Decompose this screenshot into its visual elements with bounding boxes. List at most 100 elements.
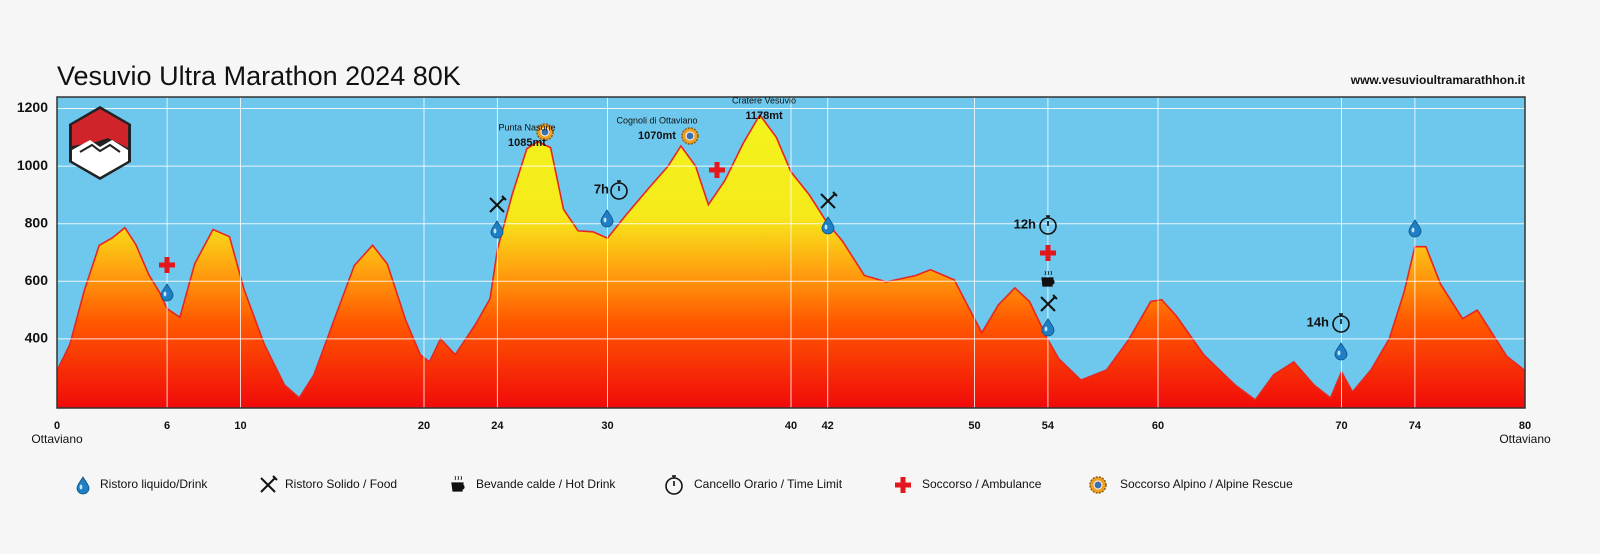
hotdrink-icon	[451, 475, 465, 492]
ambulance-icon	[895, 477, 911, 493]
drop-icon	[821, 216, 835, 235]
plus-shape	[1040, 245, 1056, 261]
food-icon	[489, 195, 507, 213]
annotation-name: Cognoli di Ottaviano	[616, 115, 697, 125]
drop-shine	[824, 224, 828, 230]
steam	[1044, 270, 1052, 276]
drop-shine	[1044, 326, 1048, 332]
ambulance-icon	[709, 162, 725, 178]
rescue-icon	[681, 127, 699, 145]
ambulance-icon	[1040, 245, 1056, 261]
rescue-icon	[1089, 476, 1107, 494]
x-tick-label: 30	[601, 420, 613, 432]
food-icon	[260, 475, 278, 493]
drop-icon	[1408, 219, 1422, 238]
x-tick-label: 40	[785, 420, 797, 432]
drop-icon	[600, 209, 614, 228]
legend-label: Soccorso Alpino / Alpine Rescue	[1120, 477, 1293, 491]
watch-hand	[1046, 215, 1050, 226]
drop-shape	[76, 476, 90, 495]
drop-shine	[1337, 350, 1341, 356]
x-tick-label: 24	[491, 420, 504, 432]
x-tick-label: 42	[822, 420, 834, 432]
food-icon	[820, 191, 838, 209]
x-tick-label: 70	[1335, 420, 1347, 432]
food-shape	[820, 191, 838, 209]
website: www.vesuvioultramarathhon.it	[1350, 73, 1525, 87]
drop-shape	[600, 209, 614, 228]
annotation-elevation: 1085mt	[508, 137, 546, 149]
x-tick-label: 6	[164, 420, 170, 432]
cup-shape	[1041, 277, 1055, 287]
y-tick-label: 1000	[17, 157, 48, 173]
gear-inner	[685, 131, 695, 141]
steam	[454, 475, 462, 481]
legend-label: Soccorso / Ambulance	[922, 477, 1042, 491]
title: Vesuvio Ultra Marathon 2024 80K	[57, 61, 461, 91]
plus-shape	[159, 257, 175, 273]
plus-shape	[895, 477, 911, 493]
watch-hand	[672, 475, 676, 486]
x-tick-label: 80	[1519, 420, 1531, 432]
drop-shine	[163, 291, 167, 297]
drop-shine	[1411, 227, 1415, 233]
legend-label: Bevande calde / Hot Drink	[476, 477, 616, 491]
annotation-elevation: 1070mt	[638, 130, 676, 142]
drop-shape	[1334, 342, 1348, 361]
drop-shape	[490, 220, 504, 239]
x-tick-label: 10	[234, 420, 246, 432]
annotation-name: Cratere Vesuvio	[732, 95, 796, 105]
food-shape	[489, 195, 507, 213]
legend-label: Ristoro liquido/Drink	[100, 477, 208, 491]
drop-shape	[821, 216, 835, 235]
timelimit-icon	[665, 475, 683, 495]
drop-icon	[160, 283, 174, 302]
timelimit-icon	[1039, 215, 1057, 235]
cup-shape	[451, 482, 465, 492]
plot-border	[56, 96, 1526, 409]
gear-inner	[540, 127, 550, 137]
drop-icon	[1041, 318, 1055, 337]
y-tick-label: 800	[25, 214, 49, 230]
drop-shine	[79, 484, 83, 490]
legend-label: Ristoro Solido / Food	[285, 477, 397, 491]
y-tick-label: 600	[25, 272, 49, 288]
watch-hand	[1339, 313, 1343, 324]
timelimit-icon	[1332, 313, 1350, 333]
drop-shape	[1041, 318, 1055, 337]
food-icon	[1040, 294, 1058, 312]
time-limit-label: 12h	[1014, 216, 1036, 231]
x-tick-label: 20	[418, 420, 430, 432]
annotation-elevation: 1178mt	[745, 110, 783, 122]
plus-shape	[709, 162, 725, 178]
food-shape	[260, 475, 278, 493]
rescue-icon	[536, 123, 554, 141]
time-limit-label: 7h	[594, 181, 609, 196]
drop-shine	[603, 217, 607, 223]
drop-shape	[1408, 219, 1422, 238]
gear-inner	[1093, 480, 1103, 490]
watch-hand	[617, 180, 621, 191]
drop-shine	[493, 228, 497, 234]
y-tick-label: 400	[25, 330, 49, 346]
x-end-label: Ottaviano	[1499, 432, 1551, 446]
drop-icon	[1334, 342, 1348, 361]
drop-icon	[76, 476, 90, 495]
logo	[69, 106, 131, 180]
time-limit-label: 14h	[1307, 314, 1329, 329]
elevation-line	[56, 113, 1526, 402]
legend-label: Cancello Orario / Time Limit	[694, 477, 843, 491]
drop-icon	[490, 220, 504, 239]
y-tick-label: 1200	[17, 99, 48, 115]
x-tick-label: 60	[1152, 420, 1164, 432]
ambulance-icon	[159, 257, 175, 273]
x-tick-label: 74	[1409, 420, 1422, 432]
food-shape	[1040, 294, 1058, 312]
x-tick-label: 0	[54, 420, 60, 432]
annotation-name: Punta Nasone	[498, 122, 555, 132]
x-tick-label: 50	[968, 420, 980, 432]
timelimit-icon	[610, 180, 628, 200]
hotdrink-icon	[1041, 270, 1055, 287]
x-start-label: Ottaviano	[31, 432, 83, 446]
